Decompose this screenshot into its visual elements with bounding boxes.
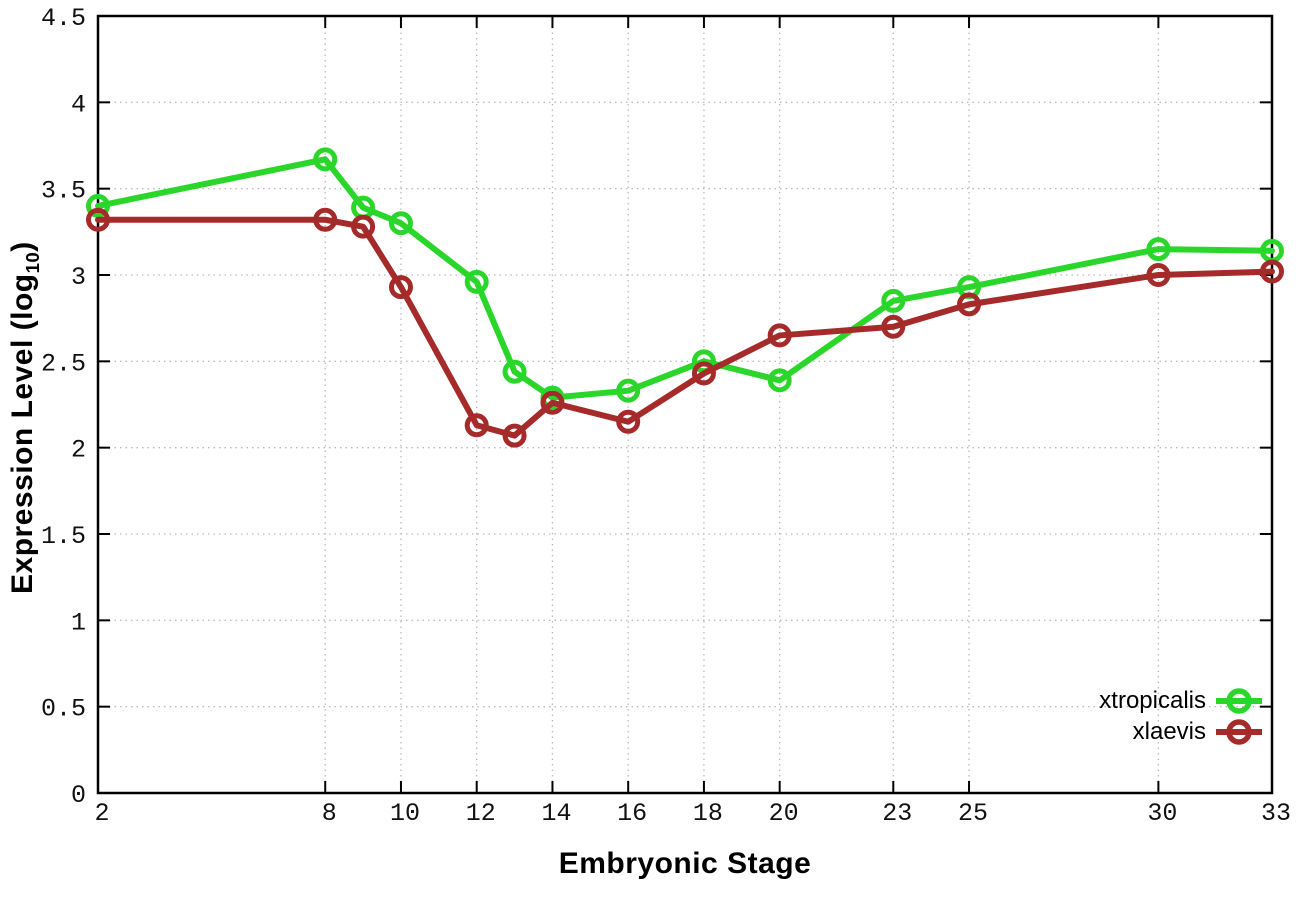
data-point-xlaevis: [351, 214, 376, 239]
y-tick-label: 1.5: [41, 522, 86, 551]
y-tick-label: 2.5: [41, 349, 86, 378]
legend-label-xtropicalis: xtropicalis: [1099, 686, 1206, 714]
data-point-xlaevis: [540, 390, 565, 415]
y-axis-label: Expression Level (log10): [6, 241, 44, 594]
y-tick-label: 0.5: [41, 695, 86, 724]
data-point-xlaevis: [767, 323, 792, 348]
data-point-xlaevis: [881, 314, 906, 339]
x-tick-label: 25: [958, 799, 988, 828]
data-point-xtropicalis: [1146, 237, 1171, 262]
data-point-xtropicalis: [502, 359, 527, 384]
y-tick-label: 4.5: [41, 4, 86, 33]
legend: xtropicalis xlaevis: [1099, 685, 1262, 747]
x-tick-label: 12: [466, 799, 496, 828]
x-tick-label: 10: [390, 799, 420, 828]
y-tick-label: 0: [71, 781, 86, 810]
data-point-xlaevis: [957, 292, 982, 317]
x-tick-label: 14: [541, 799, 571, 828]
data-point-xtropicalis: [464, 269, 489, 294]
data-point-xtropicalis: [86, 193, 110, 218]
data-point-xlaevis: [502, 423, 527, 448]
x-axis-label: Embryonic Stage: [558, 847, 812, 880]
x-tick-label: 16: [617, 799, 647, 828]
y-tick-label: 1: [71, 608, 86, 637]
x-tick-label: 8: [322, 799, 337, 828]
data-point-xlaevis: [1146, 263, 1171, 287]
data-point-xlaevis: [388, 275, 413, 300]
series-line-xtropicalis: [95, 156, 1275, 401]
y-axis-label-subscript: 10: [22, 251, 43, 274]
y-tick-label: 2: [71, 436, 86, 465]
legend-label-xlaevis: xlaevis: [1132, 717, 1206, 745]
x-tick-label: 30: [1147, 799, 1177, 828]
data-point-xlaevis: [616, 409, 641, 434]
x-tick-label: 18: [693, 799, 723, 828]
data-point-xtropicalis: [881, 288, 906, 313]
legend-line-circle-icon: [1216, 718, 1262, 745]
y-axis-label-suffix: ): [6, 241, 39, 252]
series-line-xlaevis: [95, 216, 1275, 439]
data-point-xlaevis: [313, 207, 338, 232]
legend-line-circle-icon: [1216, 687, 1262, 714]
x-tick-label: 2: [94, 799, 109, 828]
plot-border: [96, 14, 1274, 795]
legend-item-xlaevis: xlaevis: [1099, 716, 1262, 747]
data-point-xlaevis: [86, 207, 110, 232]
x-tick-label: 33: [1261, 799, 1291, 828]
x-tick-label: 23: [882, 799, 912, 828]
x-tick-label: 20: [769, 799, 799, 828]
data-point-xtropicalis: [767, 368, 792, 393]
y-tick-label: 3: [71, 263, 86, 292]
data-point-xlaevis: [1260, 259, 1284, 284]
y-tick-label: 3.5: [41, 177, 86, 206]
legend-item-xtropicalis: xtropicalis: [1099, 685, 1262, 716]
data-point-xtropicalis: [616, 378, 641, 403]
data-point-xlaevis: [691, 361, 716, 386]
data-point-xlaevis: [464, 413, 489, 438]
data-point-xtropicalis: [313, 147, 338, 172]
y-tick-label: 4: [71, 90, 86, 119]
y-axis-label-text: Expression Level (log: [6, 273, 39, 594]
data-point-xtropicalis: [388, 211, 413, 236]
